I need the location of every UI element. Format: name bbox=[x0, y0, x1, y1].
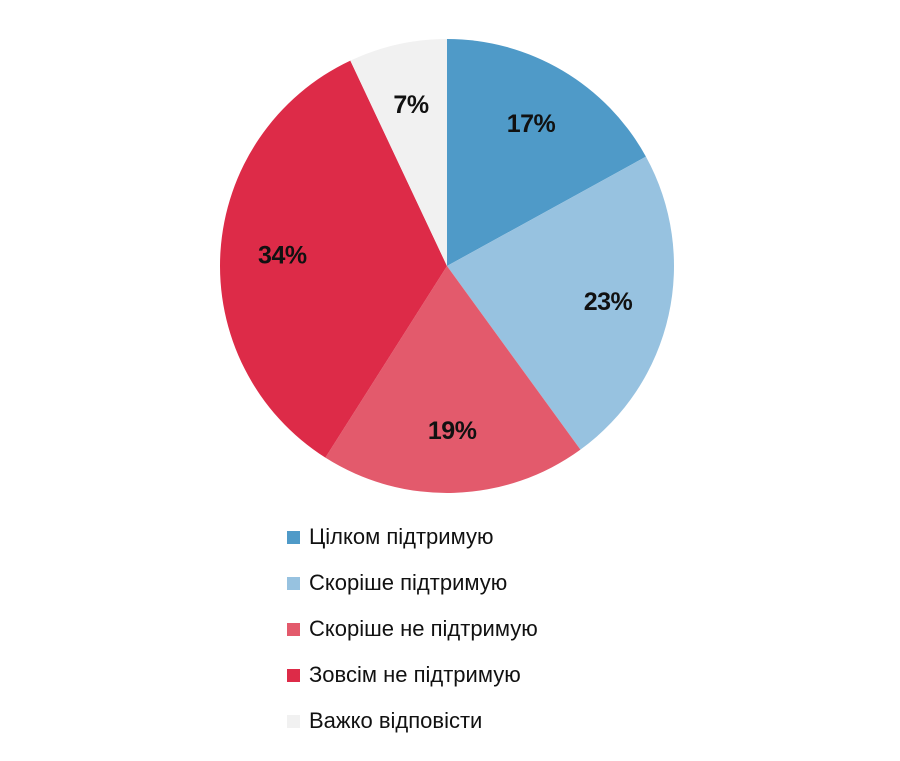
legend-swatch bbox=[287, 714, 300, 728]
legend-item: Скоріше не підтримую bbox=[287, 606, 607, 652]
pie-slice bbox=[350, 39, 447, 266]
legend-label: Цілком підтримую bbox=[309, 524, 494, 549]
legend-swatch bbox=[287, 668, 300, 682]
legend-swatch bbox=[287, 576, 300, 590]
slice-value-label: 17% bbox=[507, 110, 556, 138]
legend-swatch bbox=[287, 622, 300, 636]
legend-item: Цілком підтримую bbox=[287, 514, 607, 560]
slice-labels: 17% 23% 19% 34% 7% bbox=[258, 91, 633, 445]
legend-label: Скоріше не підтримую bbox=[309, 616, 538, 641]
pie-slice bbox=[325, 266, 581, 493]
slice-value-label: 7% bbox=[393, 91, 428, 119]
slice-value-label: 34% bbox=[258, 242, 307, 270]
pie-slice bbox=[447, 39, 646, 266]
slice-value-label: 23% bbox=[584, 288, 633, 316]
legend-label: Важко відповісти bbox=[309, 708, 483, 733]
legend-item: Скоріше підтримую bbox=[287, 560, 607, 606]
legend-item: Важко відповісти bbox=[287, 698, 607, 744]
legend-label: Зовсім не підтримую bbox=[309, 662, 521, 687]
legend: Цілком підтримую Скоріше підтримую Скоріше… bbox=[287, 514, 607, 744]
slice-value-label: 19% bbox=[428, 417, 477, 445]
pie-slices bbox=[220, 39, 674, 493]
legend-swatch bbox=[287, 530, 300, 544]
pie-slice bbox=[447, 156, 674, 450]
pie-slice bbox=[220, 60, 447, 458]
legend-label: Скоріше підтримую bbox=[309, 570, 508, 595]
legend-item: Зовсім не підтримую bbox=[287, 652, 607, 698]
